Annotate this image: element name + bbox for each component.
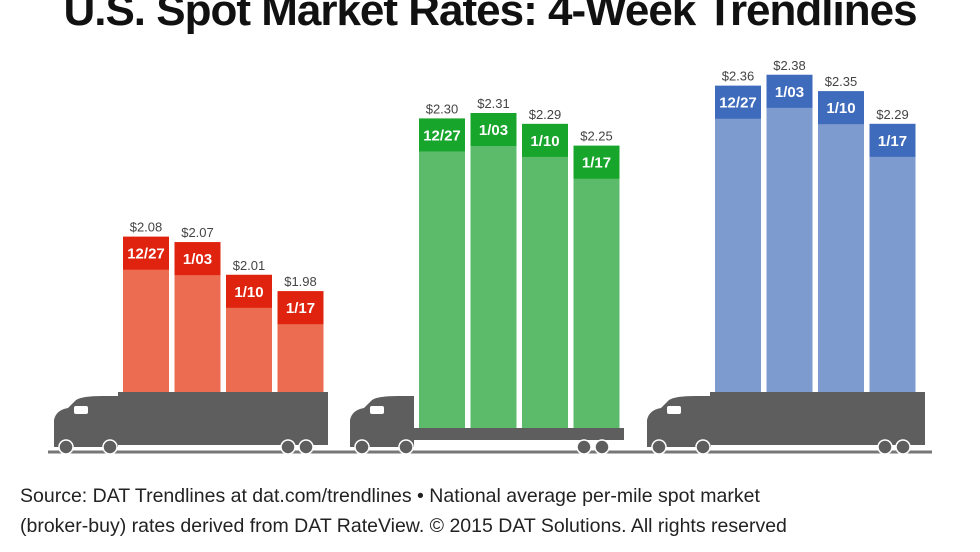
chart-area: 12/27 $2.08 1/03 $2.07 1/10 $2.01 1/17 $1.98 12/…	[48, 58, 932, 455]
bar-green-1	[470, 112, 517, 429]
bar-date-label: 1/10	[530, 133, 559, 150]
bar-date-band-blue-0	[715, 85, 761, 119]
bar-value-label: $1.98	[284, 274, 317, 289]
truck-trailer-red	[118, 392, 328, 445]
bar-value-label: $2.08	[130, 220, 163, 235]
bar-date-label: 1/03	[183, 251, 212, 268]
bar-date-band-red-2	[226, 274, 272, 308]
bar-date-label: 12/27	[127, 246, 165, 263]
truck-trailer-blue	[710, 392, 925, 445]
bar-date-band-red-0	[123, 236, 169, 270]
bar-value-label: $2.38	[773, 58, 806, 73]
truck-cab-green	[350, 396, 414, 447]
bar-value-label: $2.31	[477, 96, 510, 111]
bar-date-band-blue-2	[818, 91, 864, 125]
truck-cab-blue	[647, 396, 711, 447]
bar-value-label: $2.07	[181, 225, 214, 240]
bar-date-band-green-0	[419, 118, 465, 152]
bar-green-3	[573, 145, 620, 428]
bar-blue-3	[869, 123, 916, 393]
truck-wheel-blue	[695, 439, 711, 455]
truck-wheel-blue	[877, 439, 893, 455]
truck-wheel-green	[594, 439, 610, 455]
truck-wheel-green	[398, 439, 414, 455]
truck-window-red	[74, 406, 88, 414]
truck-wheel-blue	[895, 439, 911, 455]
bar-blue-1	[766, 74, 813, 392]
bar-value-label: $2.35	[825, 74, 858, 89]
bar-date-label: 1/10	[234, 284, 263, 301]
bar-date-band-green-3	[573, 145, 620, 179]
bar-blue-2	[818, 91, 864, 392]
bar-date-band-green-1	[470, 112, 517, 146]
bar-value-label: $2.29	[529, 107, 562, 122]
bar-date-band-red-1	[174, 242, 221, 276]
bar-date-band-red-3	[277, 291, 324, 325]
bar-date-band-blue-1	[766, 74, 813, 108]
truck-cab-red	[54, 396, 118, 447]
bar-value-label: $2.25	[580, 129, 613, 144]
bar-date-label: 1/17	[878, 133, 907, 150]
truck-wheel-red	[280, 439, 296, 455]
bar-value-label: $2.30	[426, 101, 459, 116]
truck-wheel-red	[102, 439, 118, 455]
bar-date-label: 1/17	[582, 155, 611, 172]
bar-green-0	[419, 118, 465, 428]
truck-wheel-green	[354, 439, 370, 455]
truck-window-green	[370, 406, 384, 414]
bar-date-label: 12/27	[719, 95, 757, 112]
truck-window-blue	[667, 406, 681, 414]
bar-date-band-green-2	[522, 123, 568, 157]
truck-wheel-red	[298, 439, 314, 455]
truck-wheel-blue	[651, 439, 667, 455]
bar-date-label: 1/17	[286, 300, 315, 317]
bar-green-2	[522, 123, 568, 428]
source-line-1: Source: DAT Trendlines at dat.com/trendl…	[20, 485, 760, 507]
bar-date-band-blue-3	[869, 123, 916, 157]
bar-date-label: 1/03	[775, 84, 804, 101]
truck-wheel-red	[58, 439, 74, 455]
truck-flatbed-green	[414, 428, 624, 440]
bar-value-label: $2.36	[722, 69, 755, 84]
chart-title: U.S. Spot Market Rates: 4-Week Trendline…	[63, 0, 917, 35]
bar-blue-0	[715, 85, 761, 393]
bar-date-label: 1/10	[826, 100, 855, 117]
truck-wheel-green	[576, 439, 592, 455]
bar-date-label: 1/03	[479, 122, 508, 139]
bar-value-label: $2.01	[233, 258, 266, 273]
source-line-2: (broker-buy) rates derived from DAT Rate…	[20, 515, 787, 537]
bar-date-label: 12/27	[423, 127, 461, 144]
bar-value-label: $2.29	[876, 107, 909, 122]
